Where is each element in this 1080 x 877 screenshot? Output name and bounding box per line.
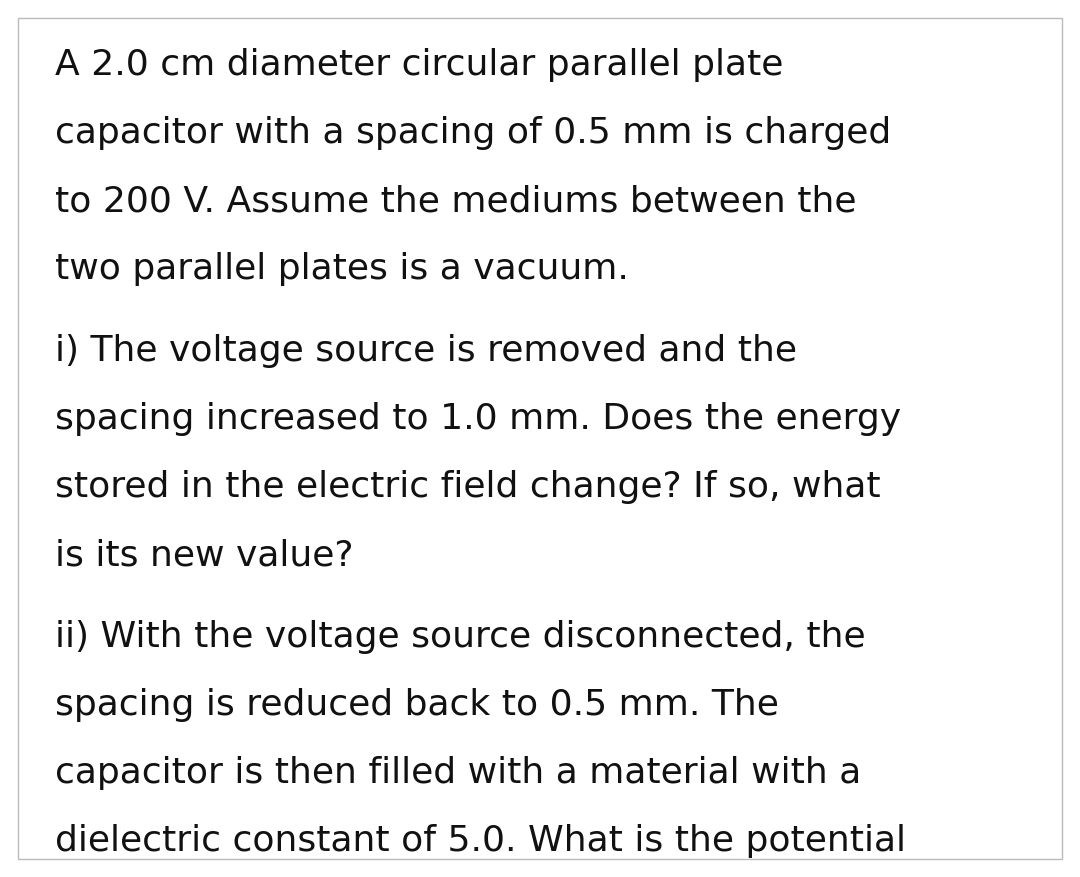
Text: stored in the electric field change? If so, what: stored in the electric field change? If …: [55, 470, 880, 504]
Text: A 2.0 cm diameter circular parallel plate: A 2.0 cm diameter circular parallel plat…: [55, 48, 783, 82]
Text: two parallel plates is a vacuum.: two parallel plates is a vacuum.: [55, 252, 629, 286]
Text: capacitor with a spacing of 0.5 mm is charged: capacitor with a spacing of 0.5 mm is ch…: [55, 116, 891, 150]
Text: ii) With the voltage source disconnected, the: ii) With the voltage source disconnected…: [55, 620, 866, 654]
Text: to 200 V. Assume the mediums between the: to 200 V. Assume the mediums between the: [55, 184, 856, 218]
Text: capacitor is then filled with a material with a: capacitor is then filled with a material…: [55, 756, 861, 790]
Text: dielectric constant of 5.0. What is the potential: dielectric constant of 5.0. What is the …: [55, 824, 906, 858]
Text: spacing is reduced back to 0.5 mm. The: spacing is reduced back to 0.5 mm. The: [55, 688, 779, 722]
Text: is its new value?: is its new value?: [55, 538, 353, 572]
Text: i) The voltage source is removed and the: i) The voltage source is removed and the: [55, 334, 797, 368]
Text: spacing increased to 1.0 mm. Does the energy: spacing increased to 1.0 mm. Does the en…: [55, 402, 901, 436]
